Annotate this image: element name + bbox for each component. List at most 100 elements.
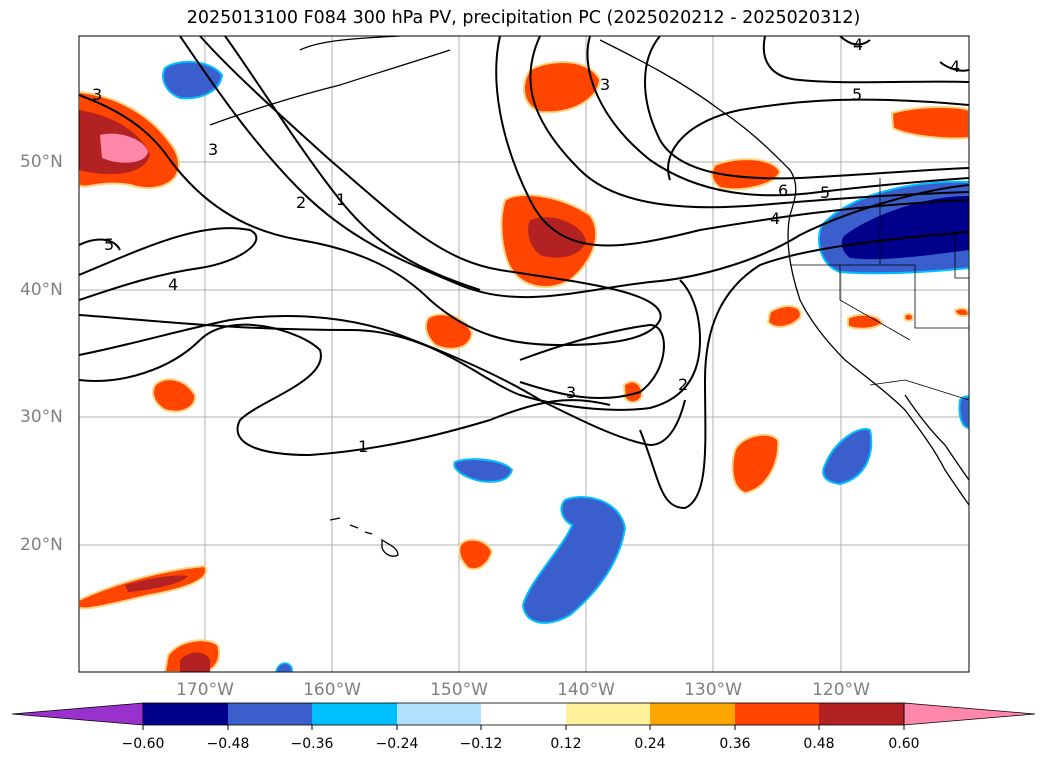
precip-blob-coast-bc: [710, 158, 782, 191]
contour-label: 5: [820, 183, 830, 202]
colorbar-segment: [819, 703, 904, 725]
pv-contour-3-east: [495, 36, 969, 247]
pv-contour-5-east: [586, 36, 969, 197]
pv-contour-4-ne: [839, 36, 871, 46]
colorbar-segment: [228, 703, 312, 725]
lat-label-30n: 30°N: [20, 407, 63, 427]
pv-contour-3-lower: [79, 279, 702, 411]
contour-label: 1: [358, 437, 368, 456]
colorbar-tick-label: 0.48: [803, 736, 835, 752]
colorbar-tick-label: 0.24: [634, 736, 666, 752]
lon-label-170w: 170°W: [176, 680, 234, 700]
pv-contour-3: [79, 36, 662, 347]
precip-blob-sw-band-core: [125, 575, 188, 592]
pv-contour-1-upper: [224, 36, 481, 291]
precip-blob-west-mid: [151, 378, 197, 413]
pv-contour-5-left: [79, 238, 121, 251]
state-border-2: [839, 265, 911, 341]
lat-label-50n: 50°N: [20, 152, 63, 172]
hawaii-big-island: [381, 538, 399, 557]
precip-negative-areas: [162, 60, 969, 672]
contour-label: 5: [852, 85, 862, 104]
precip-neg-blob-sub: [822, 428, 873, 486]
precip-neg-blob-mex: [958, 395, 969, 430]
colorbar-outline: [142, 702, 905, 726]
colorbar-segment: [312, 703, 397, 725]
contour-label: 5: [104, 235, 114, 254]
pv-contour-4-east: [529, 36, 969, 209]
contour-label: 3: [208, 140, 218, 159]
colorbar-tick-label: −0.48: [206, 736, 250, 752]
borders: [790, 178, 969, 401]
colorbar-tick-label: −0.24: [375, 736, 419, 752]
hawaii-islands: [329, 517, 373, 535]
contour-label: 3: [566, 383, 576, 402]
pv-contour-band: [79, 314, 686, 447]
pv-contour-inner: [519, 323, 665, 400]
contour-label: 6: [778, 181, 788, 200]
state-border-1: [790, 264, 969, 329]
mexico-border: [869, 379, 969, 401]
precip-positive-areas: [79, 61, 969, 672]
colorbar-tick-label: 0.36: [719, 736, 751, 752]
alaska-peninsula: [299, 36, 401, 51]
pv-contour-4-corner: [939, 61, 969, 72]
lon-label-140w: 140°W: [557, 680, 615, 700]
precip-blob-nw-peak: [100, 133, 148, 163]
pv-contours: [79, 36, 969, 510]
graticule: [79, 36, 969, 672]
colorbar-segment: [735, 703, 819, 725]
contour-label: 3: [92, 85, 102, 104]
precip-neg-blob-tiny: [275, 662, 293, 672]
pv-contour-4-left: [79, 227, 258, 301]
precip-blob-sub-1: [731, 433, 780, 495]
colorbar-extend-min: [11, 702, 144, 726]
colorbar-tick-label: 0.12: [550, 736, 582, 752]
pv-contour-1-lower: [79, 323, 611, 457]
map-background: [79, 36, 969, 672]
lat-label-40n: 40°N: [20, 280, 63, 300]
map-title: 2025013100 F084 300 hPa PV, precipitatio…: [186, 8, 861, 28]
colorbar-extend-max: [903, 702, 1036, 726]
contour-label: 4: [770, 209, 780, 228]
colorbar-tick-label: −0.12: [459, 736, 503, 752]
precip-blob-nv: [847, 313, 884, 330]
precip-blob-tiny-1: [903, 312, 914, 322]
pv-contour-2-east: [639, 231, 969, 510]
precip-neg-blob-nw: [162, 60, 224, 100]
precip-blob-ne: [890, 105, 969, 140]
contour-label: 1: [336, 190, 346, 209]
precip-neg-blob-mid: [453, 458, 514, 483]
map-frame: [78, 35, 970, 673]
lat-label-20n: 20°N: [20, 535, 63, 555]
pv-contour-5-upper: [667, 98, 969, 181]
state-border-4: [954, 230, 969, 279]
colorbar-tick-label: 0.60: [888, 736, 920, 752]
colorbar-segment: [143, 703, 228, 725]
precip-neg-blob-pnw-core: [841, 195, 969, 260]
contour-label: 4: [168, 275, 178, 294]
lon-label-130w: 130°W: [684, 680, 742, 700]
pv-contour-5-ne: [762, 36, 969, 84]
precip-blob-small: [622, 380, 644, 404]
precip-blob-tiny-2: [953, 307, 969, 317]
precip-blob-gulf-north: [523, 61, 602, 114]
precip-blob-south-core: [180, 652, 210, 672]
colorbar: [11, 702, 1036, 730]
contour-label: 2: [678, 375, 688, 394]
contour-label: 2: [296, 193, 306, 212]
precip-blob-central-core: [528, 217, 586, 258]
baja-california: [904, 394, 969, 481]
contour-label: 4: [853, 35, 863, 54]
lon-label-150w: 150°W: [430, 680, 488, 700]
precip-blob-ca: [766, 305, 802, 328]
colorbar-tick-label: −0.36: [290, 736, 334, 752]
north-america-coast: [599, 39, 969, 506]
lon-label-160w: 160°W: [303, 680, 361, 700]
colorbar-segment: [566, 703, 650, 725]
colorbar-segment: [481, 703, 566, 725]
pv-contour-6-east: [644, 36, 969, 180]
colorbar-tick-label: −0.60: [121, 736, 165, 752]
